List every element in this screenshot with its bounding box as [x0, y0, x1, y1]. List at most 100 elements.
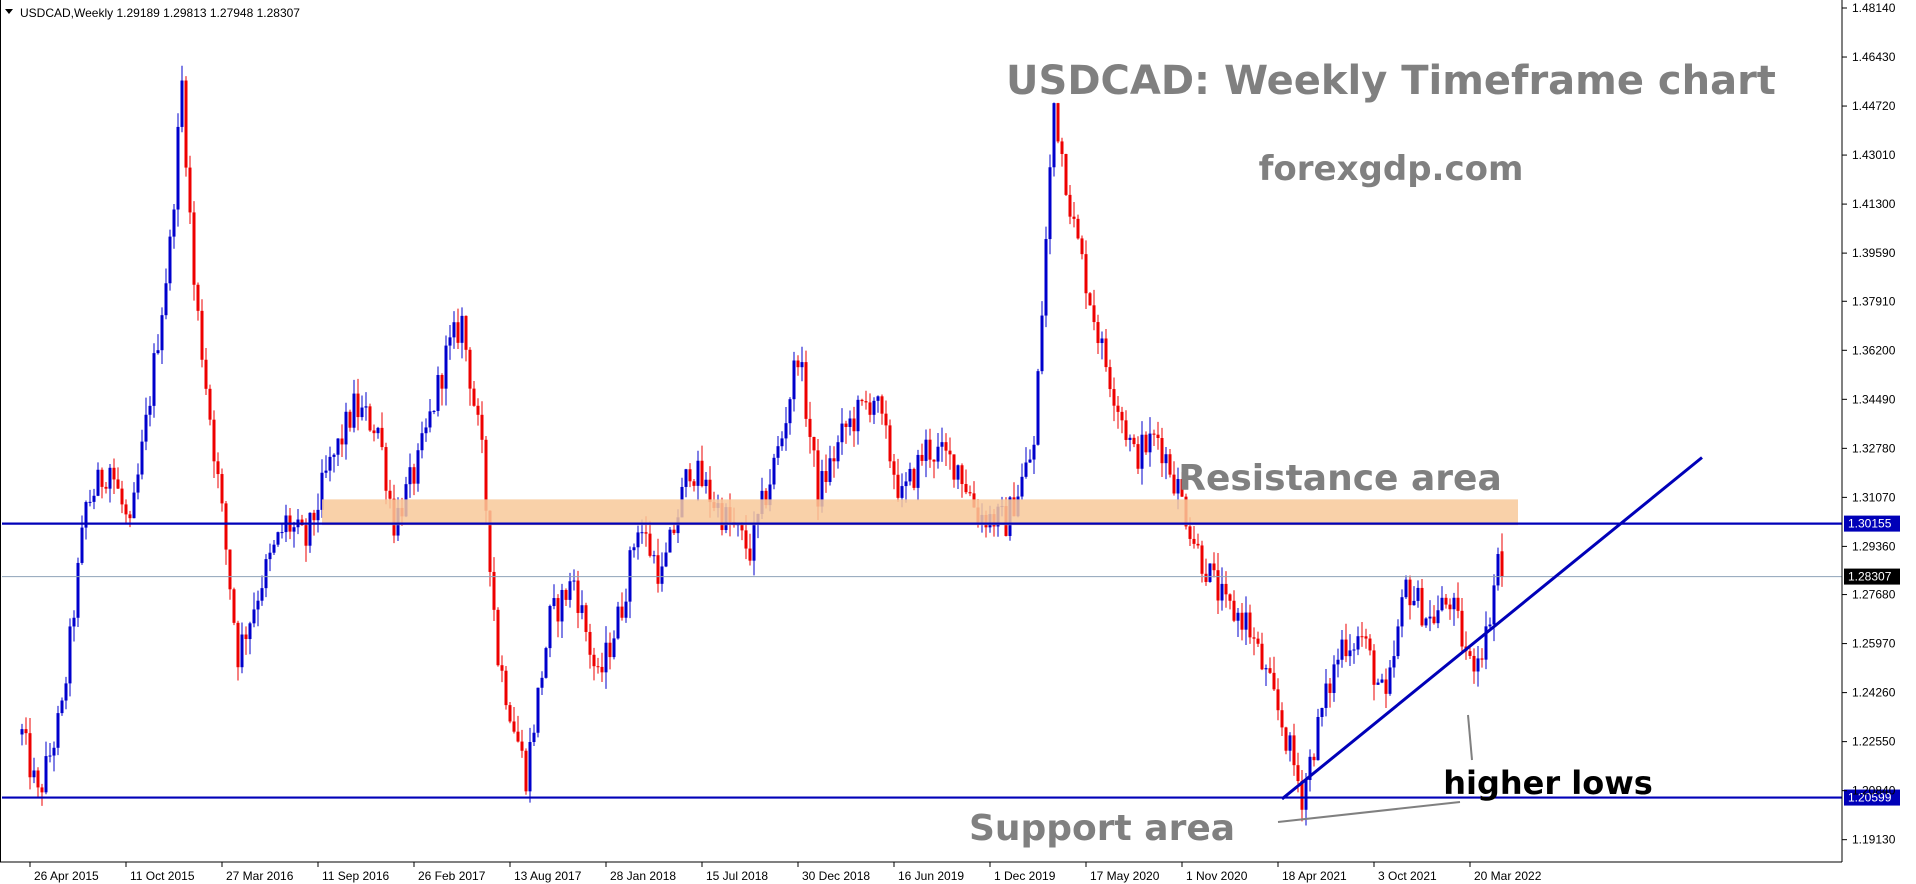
- candle-body: [184, 80, 188, 168]
- candle-body: [636, 532, 640, 548]
- candle-body: [440, 375, 444, 389]
- candle-body: [52, 747, 56, 756]
- candle-body: [1132, 437, 1136, 445]
- candle-body: [528, 742, 532, 792]
- x-tick-label: 26 Apr 2015: [34, 869, 99, 883]
- candle-body: [1232, 600, 1236, 621]
- candle-body: [804, 362, 808, 419]
- candle-body: [480, 414, 484, 440]
- candle-body: [1372, 650, 1376, 685]
- candle-body: [784, 423, 788, 439]
- candle-body: [1268, 668, 1272, 673]
- candle-body: [1148, 433, 1152, 453]
- candle-body: [812, 436, 816, 451]
- candle-body: [908, 468, 912, 482]
- candle-body: [884, 413, 888, 426]
- y-tick-label: 1.37910: [1852, 294, 1896, 308]
- candle-body: [1160, 438, 1164, 464]
- candle-body: [816, 450, 820, 507]
- ascending-trendline[interactable]: [1281, 456, 1703, 801]
- candle-body: [1040, 315, 1044, 372]
- candle-body: [452, 322, 456, 338]
- candle-body: [372, 430, 376, 434]
- candle-body: [1460, 610, 1464, 647]
- candle-body: [1472, 655, 1476, 672]
- candle-body: [860, 399, 864, 402]
- y-tick-label: 1.24260: [1852, 686, 1896, 700]
- candle-body: [436, 375, 440, 411]
- candle-body: [1312, 756, 1316, 761]
- candle-body: [72, 617, 76, 627]
- candle-body: [80, 527, 84, 563]
- y-tick-label: 1.22550: [1852, 735, 1896, 749]
- candle-body: [24, 729, 28, 734]
- y-tick-label: 1.19130: [1852, 833, 1896, 847]
- candle-body: [124, 504, 128, 515]
- candle-body: [1384, 679, 1388, 694]
- candle-body: [68, 626, 72, 684]
- candle-body: [304, 525, 308, 546]
- candle-body: [924, 439, 928, 461]
- candle-body: [700, 460, 704, 487]
- candle-body: [336, 438, 340, 455]
- candle-body: [852, 418, 856, 432]
- candle-body: [332, 454, 336, 457]
- candle-body: [260, 588, 264, 601]
- candle-body: [952, 454, 956, 480]
- y-tick-label: 1.20840: [1852, 784, 1896, 798]
- candle-body: [648, 533, 652, 556]
- candle-body: [264, 559, 268, 589]
- candle-body: [412, 467, 416, 484]
- candle-body: [572, 580, 576, 582]
- candle-body: [1116, 405, 1120, 412]
- candle-body: [896, 474, 900, 498]
- candle-body: [1220, 583, 1224, 601]
- x-tick-label: 1 Nov 2020: [1186, 869, 1248, 883]
- candle-body: [656, 555, 660, 584]
- candle-body: [368, 406, 372, 431]
- candle-body: [1236, 612, 1240, 621]
- candle-body: [44, 756, 48, 793]
- x-tick-label: 15 Jul 2018: [706, 869, 768, 883]
- candle-body: [1104, 338, 1108, 368]
- candle-body: [420, 433, 424, 451]
- candle-body: [1368, 638, 1372, 651]
- overlay-layer: 1.30155 1.20599 1.28307: [2, 456, 1900, 806]
- y-tick-label: 1.25970: [1852, 637, 1896, 651]
- candle-body: [1328, 683, 1332, 693]
- candle-body: [1288, 735, 1292, 751]
- collapse-triangle-icon[interactable]: [5, 9, 13, 14]
- y-tick-label: 1.34490: [1852, 392, 1896, 406]
- candle-body: [536, 687, 540, 733]
- candle-body: [832, 458, 836, 462]
- candle-body: [1492, 585, 1496, 625]
- candle-body: [128, 514, 132, 519]
- candle-body: [444, 345, 448, 389]
- candle-body: [676, 517, 680, 534]
- candle-body: [1112, 389, 1116, 406]
- candle-body: [744, 530, 748, 549]
- candle-body: [1068, 194, 1072, 217]
- candle-body: [96, 469, 100, 496]
- candle-body: [1396, 626, 1400, 657]
- candle-body: [1392, 656, 1396, 668]
- candle-body: [1216, 570, 1220, 601]
- candle-body: [916, 454, 920, 488]
- candle-body: [200, 310, 204, 360]
- candle-body: [936, 446, 940, 462]
- x-tick-label: 13 Aug 2017: [514, 869, 582, 883]
- candle-body: [244, 634, 248, 640]
- candle-body: [660, 566, 664, 584]
- candle-body: [1416, 587, 1420, 601]
- candle-body: [1252, 637, 1256, 639]
- higher-lows-pointer-upper: [1467, 714, 1473, 761]
- candle-body: [1300, 781, 1304, 810]
- candle-body: [312, 512, 316, 521]
- resistance-area-label: Resistance area: [1178, 458, 1502, 499]
- candle-body: [1348, 650, 1352, 657]
- candle-body: [956, 465, 960, 480]
- candle-body: [88, 501, 92, 503]
- candle-body: [112, 467, 116, 480]
- x-tick-label: 11 Sep 2016: [322, 869, 389, 883]
